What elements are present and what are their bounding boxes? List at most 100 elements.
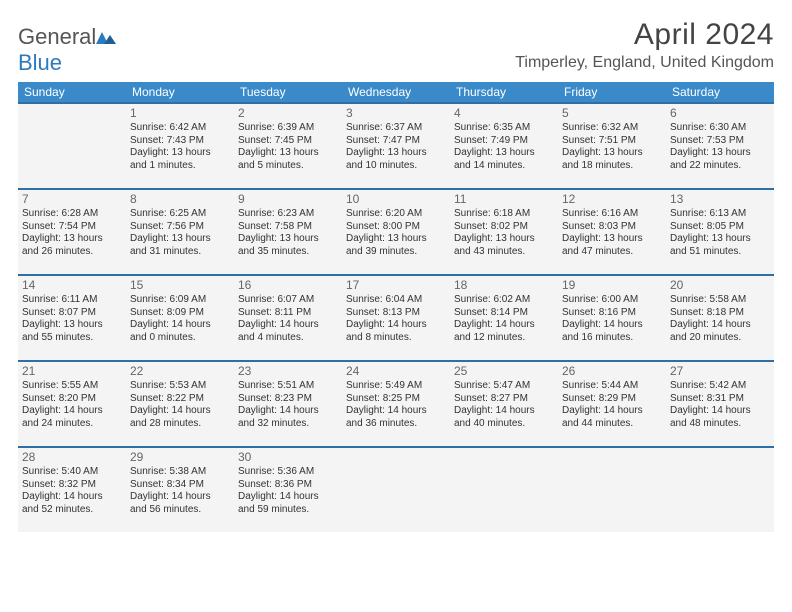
logo-word-1: General [18,24,96,49]
sunrise-line: Sunrise: 6:07 AM [238,294,338,307]
sunset-line: Sunset: 8:34 PM [130,479,230,492]
sunset-line: Sunset: 8:29 PM [562,393,662,406]
calendar-cell: 15Sunrise: 6:09 AMSunset: 8:09 PMDayligh… [126,274,234,360]
sunrise-line: Sunrise: 5:55 AM [22,380,122,393]
calendar-row: 1Sunrise: 6:42 AMSunset: 7:43 PMDaylight… [18,102,774,188]
daylight-line: Daylight: 14 hours and 36 minutes. [346,405,446,430]
sunrise-line: Sunrise: 5:40 AM [22,466,122,479]
day-content: 24Sunrise: 5:49 AMSunset: 8:25 PMDayligh… [342,360,450,446]
sunset-line: Sunset: 8:09 PM [130,307,230,320]
sunrise-line: Sunrise: 6:25 AM [130,208,230,221]
calendar-cell: 10Sunrise: 6:20 AMSunset: 8:00 PMDayligh… [342,188,450,274]
daylight-line: Daylight: 14 hours and 32 minutes. [238,405,338,430]
weekday-header: Saturday [666,82,774,102]
day-content: 30Sunrise: 5:36 AMSunset: 8:36 PMDayligh… [234,446,342,532]
weekday-header: Thursday [450,82,558,102]
day-number: 20 [670,278,770,293]
logo-text: GeneralBlue [18,24,116,76]
day-content: 22Sunrise: 5:53 AMSunset: 8:22 PMDayligh… [126,360,234,446]
calendar-cell: 19Sunrise: 6:00 AMSunset: 8:16 PMDayligh… [558,274,666,360]
calendar-body: 1Sunrise: 6:42 AMSunset: 7:43 PMDaylight… [18,102,774,532]
daylight-line: Daylight: 14 hours and 20 minutes. [670,319,770,344]
day-content: 9Sunrise: 6:23 AMSunset: 7:58 PMDaylight… [234,188,342,274]
sunset-line: Sunset: 7:45 PM [238,135,338,148]
day-number: 28 [22,450,122,465]
sunrise-line: Sunrise: 6:00 AM [562,294,662,307]
day-number: 30 [238,450,338,465]
daylight-line: Daylight: 13 hours and 5 minutes. [238,147,338,172]
day-number: 16 [238,278,338,293]
day-content: 12Sunrise: 6:16 AMSunset: 8:03 PMDayligh… [558,188,666,274]
day-number: 9 [238,192,338,207]
weekday-header: Friday [558,82,666,102]
day-number: 21 [22,364,122,379]
day-content: 3Sunrise: 6:37 AMSunset: 7:47 PMDaylight… [342,102,450,188]
calendar-row: 14Sunrise: 6:11 AMSunset: 8:07 PMDayligh… [18,274,774,360]
sunset-line: Sunset: 7:56 PM [130,221,230,234]
calendar-cell: 16Sunrise: 6:07 AMSunset: 8:11 PMDayligh… [234,274,342,360]
day-content: 8Sunrise: 6:25 AMSunset: 7:56 PMDaylight… [126,188,234,274]
sunrise-line: Sunrise: 5:47 AM [454,380,554,393]
daylight-line: Daylight: 13 hours and 22 minutes. [670,147,770,172]
calendar-row: 21Sunrise: 5:55 AMSunset: 8:20 PMDayligh… [18,360,774,446]
sunrise-line: Sunrise: 6:16 AM [562,208,662,221]
sunrise-line: Sunrise: 6:35 AM [454,122,554,135]
weekday-header: Monday [126,82,234,102]
sunrise-line: Sunrise: 5:51 AM [238,380,338,393]
day-number: 29 [130,450,230,465]
day-number: 26 [562,364,662,379]
sunset-line: Sunset: 8:27 PM [454,393,554,406]
calendar-table: Sunday Monday Tuesday Wednesday Thursday… [18,82,774,532]
sunrise-line: Sunrise: 5:53 AM [130,380,230,393]
day-number: 10 [346,192,446,207]
sunset-line: Sunset: 7:53 PM [670,135,770,148]
day-content: 25Sunrise: 5:47 AMSunset: 8:27 PMDayligh… [450,360,558,446]
day-content: 6Sunrise: 6:30 AMSunset: 7:53 PMDaylight… [666,102,774,188]
sunset-line: Sunset: 7:51 PM [562,135,662,148]
sunset-line: Sunset: 8:03 PM [562,221,662,234]
day-number: 12 [562,192,662,207]
sunset-line: Sunset: 7:54 PM [22,221,122,234]
sunrise-line: Sunrise: 6:42 AM [130,122,230,135]
daylight-line: Daylight: 14 hours and 0 minutes. [130,319,230,344]
calendar-cell: 27Sunrise: 5:42 AMSunset: 8:31 PMDayligh… [666,360,774,446]
day-number: 22 [130,364,230,379]
sunset-line: Sunset: 8:32 PM [22,479,122,492]
sunrise-line: Sunrise: 6:23 AM [238,208,338,221]
calendar-cell: 4Sunrise: 6:35 AMSunset: 7:49 PMDaylight… [450,102,558,188]
sunrise-line: Sunrise: 6:18 AM [454,208,554,221]
calendar-cell: 26Sunrise: 5:44 AMSunset: 8:29 PMDayligh… [558,360,666,446]
day-number: 1 [130,106,230,121]
calendar-row: 28Sunrise: 5:40 AMSunset: 8:32 PMDayligh… [18,446,774,532]
day-content: 4Sunrise: 6:35 AMSunset: 7:49 PMDaylight… [450,102,558,188]
calendar-cell: 23Sunrise: 5:51 AMSunset: 8:23 PMDayligh… [234,360,342,446]
calendar-cell: 14Sunrise: 6:11 AMSunset: 8:07 PMDayligh… [18,274,126,360]
weekday-header-row: Sunday Monday Tuesday Wednesday Thursday… [18,82,774,102]
calendar-cell: 8Sunrise: 6:25 AMSunset: 7:56 PMDaylight… [126,188,234,274]
daylight-line: Daylight: 13 hours and 26 minutes. [22,233,122,258]
sunrise-line: Sunrise: 6:39 AM [238,122,338,135]
weekday-header: Tuesday [234,82,342,102]
day-content: 2Sunrise: 6:39 AMSunset: 7:45 PMDaylight… [234,102,342,188]
day-content: 27Sunrise: 5:42 AMSunset: 8:31 PMDayligh… [666,360,774,446]
sunrise-line: Sunrise: 6:20 AM [346,208,446,221]
day-content: 20Sunrise: 5:58 AMSunset: 8:18 PMDayligh… [666,274,774,360]
daylight-line: Daylight: 13 hours and 35 minutes. [238,233,338,258]
sunrise-line: Sunrise: 6:11 AM [22,294,122,307]
calendar-cell: 6Sunrise: 6:30 AMSunset: 7:53 PMDaylight… [666,102,774,188]
daylight-line: Daylight: 13 hours and 14 minutes. [454,147,554,172]
calendar-cell: 18Sunrise: 6:02 AMSunset: 8:14 PMDayligh… [450,274,558,360]
daylight-line: Daylight: 14 hours and 28 minutes. [130,405,230,430]
calendar-cell: 7Sunrise: 6:28 AMSunset: 7:54 PMDaylight… [18,188,126,274]
sunrise-line: Sunrise: 5:44 AM [562,380,662,393]
day-number: 6 [670,106,770,121]
day-content: 29Sunrise: 5:38 AMSunset: 8:34 PMDayligh… [126,446,234,532]
day-content: 18Sunrise: 6:02 AMSunset: 8:14 PMDayligh… [450,274,558,360]
day-content: 7Sunrise: 6:28 AMSunset: 7:54 PMDaylight… [18,188,126,274]
daylight-line: Daylight: 14 hours and 44 minutes. [562,405,662,430]
sunrise-line: Sunrise: 6:28 AM [22,208,122,221]
day-content: 15Sunrise: 6:09 AMSunset: 8:09 PMDayligh… [126,274,234,360]
calendar-cell: 2Sunrise: 6:39 AMSunset: 7:45 PMDaylight… [234,102,342,188]
calendar-cell: 29Sunrise: 5:38 AMSunset: 8:34 PMDayligh… [126,446,234,532]
daylight-line: Daylight: 13 hours and 51 minutes. [670,233,770,258]
